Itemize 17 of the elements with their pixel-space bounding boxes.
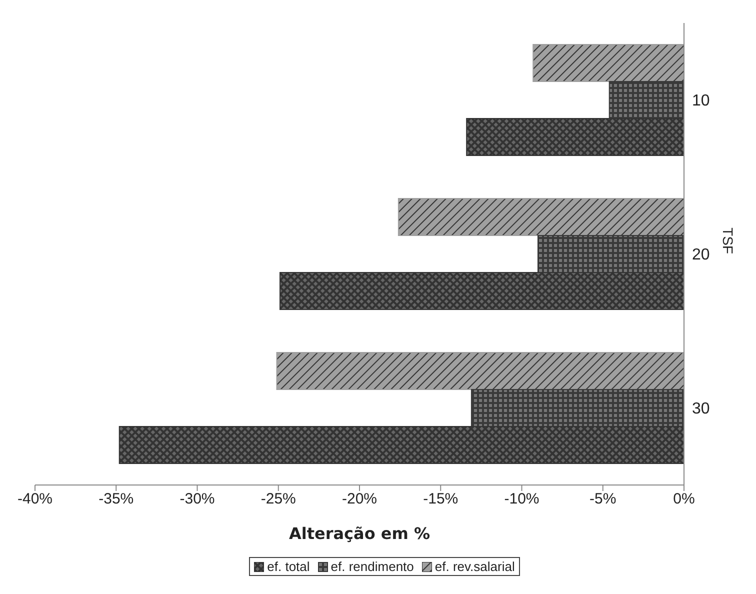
x-tick-label: 0% <box>673 490 695 508</box>
y-tick-label: 20 <box>692 246 710 264</box>
x-tick-label: -20% <box>342 490 378 508</box>
legend-label: ef. rendimento <box>330 559 414 574</box>
y-tick-label: 10 <box>692 92 710 110</box>
x-tick-label: -10% <box>504 490 540 508</box>
y-tick-label: 30 <box>692 400 710 418</box>
legend-label: ef. rev.salarial <box>434 559 515 574</box>
x-tick-label: -25% <box>260 490 296 508</box>
x-tick-label: -30% <box>180 490 215 508</box>
x-tick-label: -15% <box>423 490 458 508</box>
x-axis-title: Alteração em % <box>288 524 430 543</box>
x-tick-label: -40% <box>17 490 53 508</box>
legend-label: ef. total <box>266 559 310 574</box>
y-axis-title: TSF <box>720 228 736 254</box>
x-tick-label: -5% <box>590 490 616 508</box>
x-tick-label: -35% <box>98 490 134 508</box>
